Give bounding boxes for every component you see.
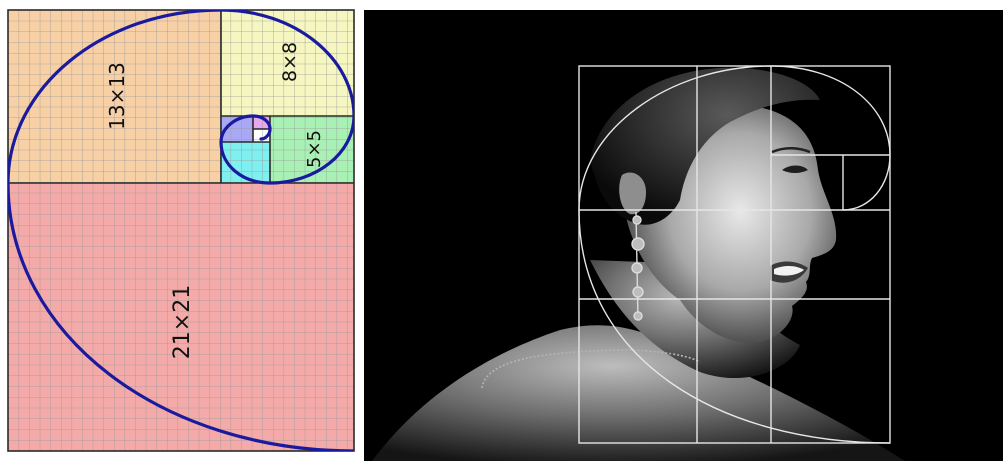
shoulder bbox=[372, 325, 905, 461]
portrait-photo bbox=[364, 10, 1003, 461]
hair bbox=[590, 67, 820, 225]
label-13x13: 13×13 bbox=[105, 62, 129, 130]
composition-grid bbox=[578, 65, 891, 444]
ear bbox=[619, 172, 646, 215]
earring bbox=[631, 211, 645, 321]
fibonacci-diagram: 21×21 13×13 8×8 5×5 bbox=[7, 9, 355, 452]
label-5x5: 5×5 bbox=[304, 130, 325, 168]
label-21x21: 21×21 bbox=[170, 285, 195, 359]
eye bbox=[782, 165, 808, 173]
label-8x8: 8×8 bbox=[279, 42, 301, 82]
composition-spiral bbox=[578, 65, 891, 444]
golden-spiral bbox=[8, 10, 354, 451]
necklace bbox=[481, 349, 701, 389]
teeth bbox=[774, 266, 804, 276]
eyebrow bbox=[771, 147, 811, 154]
